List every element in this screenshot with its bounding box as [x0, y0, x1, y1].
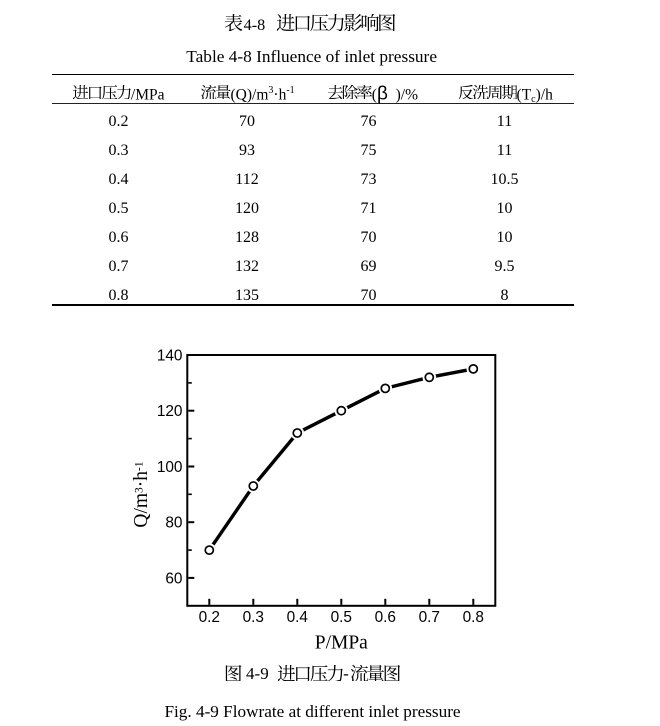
svg-text:0.2: 0.2: [199, 609, 220, 626]
svg-text:80: 80: [165, 515, 182, 532]
svg-text:0.3: 0.3: [243, 609, 264, 626]
svg-text:0.4: 0.4: [287, 609, 309, 626]
svg-text:0.6: 0.6: [375, 609, 396, 626]
svg-text:0.8: 0.8: [463, 609, 484, 626]
svg-text:100: 100: [157, 459, 183, 476]
svg-text:140: 140: [157, 347, 183, 364]
svg-text:0.5: 0.5: [331, 609, 352, 626]
svg-text:Q/m3·h-1: Q/m3·h-1: [131, 461, 152, 528]
svg-text:120: 120: [157, 403, 183, 420]
svg-text:60: 60: [165, 570, 182, 587]
svg-text:0.7: 0.7: [419, 609, 440, 626]
svg-text:P/MPa: P/MPa: [315, 632, 368, 653]
